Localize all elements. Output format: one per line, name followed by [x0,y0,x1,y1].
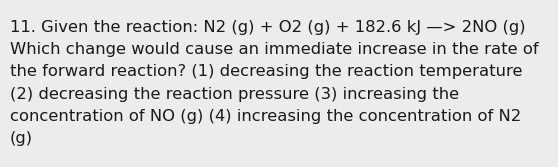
Text: 11. Given the reaction: N2 (g) + O2 (g) + 182.6 kJ —> 2NO (g)
Which change would: 11. Given the reaction: N2 (g) + O2 (g) … [10,20,538,146]
